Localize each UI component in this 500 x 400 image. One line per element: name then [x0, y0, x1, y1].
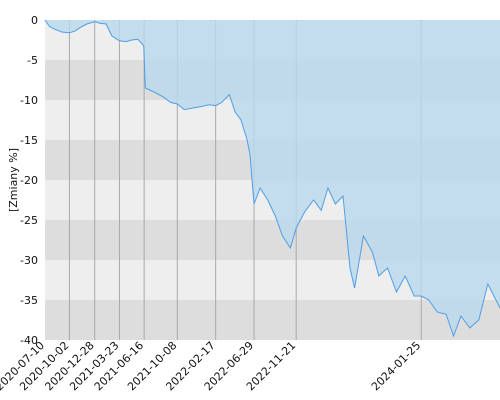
y-axis-ticks: 0 -5 -10 -15 -20 -25 -30 -35 -40 — [20, 14, 38, 347]
y-tick-label: -30 — [20, 254, 38, 267]
x-axis-ticks: 2020-07-102020-10-022020-12-282021-03-23… — [0, 339, 423, 393]
y-tick-label: -10 — [20, 94, 38, 107]
y-tick-label: -5 — [27, 54, 38, 67]
y-tick-label: 0 — [31, 14, 38, 27]
y-tick-label: -35 — [20, 294, 38, 307]
y-tick-label: -40 — [20, 334, 38, 347]
y-tick-label: -20 — [20, 174, 38, 187]
x-tick-label: 2024-01-25 — [369, 339, 423, 393]
y-axis-label: [Zmiany %] — [7, 148, 20, 212]
drawdown-area — [45, 20, 500, 336]
y-tick-label: -25 — [20, 214, 38, 227]
y-tick-label: -15 — [20, 134, 38, 147]
drawdown-line — [44, 19, 500, 338]
band — [45, 300, 500, 340]
